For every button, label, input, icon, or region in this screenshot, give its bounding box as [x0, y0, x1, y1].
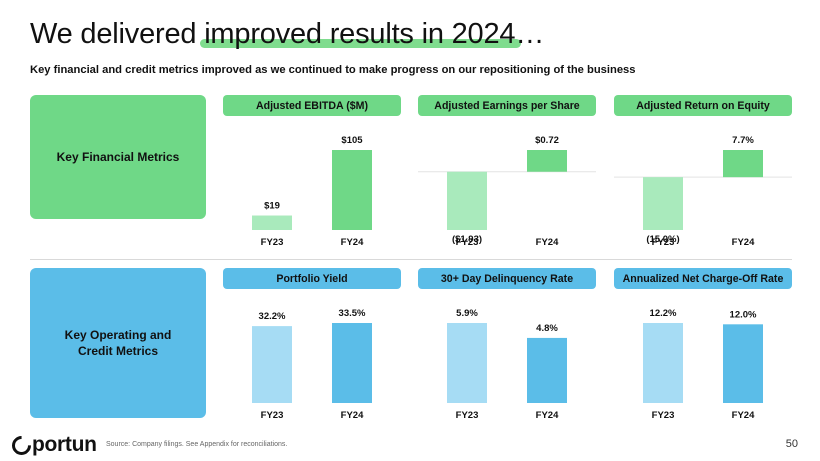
data-label: 5.9% [456, 308, 478, 319]
page-title: We delivered improved results in 2024… [30, 18, 544, 51]
x-tick-label: FY23 [456, 237, 479, 248]
chart-delinquency-rate: 30+ Day Delinquency Rate 5.9% FY23 4.8% FY2… [418, 268, 596, 428]
chart-title: Adjusted Earnings per Share [418, 95, 596, 116]
bar-fy24 [723, 324, 763, 403]
chart-canvas: 5.9% FY23 4.8% FY24 [447, 308, 567, 421]
data-label: ($1.93) [452, 234, 482, 245]
oportun-logo: portun [8, 431, 97, 459]
source-note: Source: Company filings. See Appendix fo… [106, 441, 288, 448]
title-highlight: improved results in 2024 [200, 18, 522, 50]
data-label: (15.0%) [646, 234, 679, 245]
chart-title: Adjusted Return on Equity [614, 95, 792, 116]
x-tick-label: FY24 [341, 410, 364, 421]
chart-portfolio-yield: Portfolio Yield 32.2% FY23 33.5% FY24 [223, 268, 401, 428]
x-tick-label: FY24 [732, 237, 755, 248]
chart-adjusted-roe: Adjusted Return on Equity (15.0%) FY23 7.7… [614, 95, 792, 255]
x-tick-label: FY23 [652, 237, 675, 248]
x-tick-label: FY24 [732, 410, 755, 421]
section-divider [30, 259, 792, 260]
bar-fy23 [252, 326, 292, 403]
bar-fy23 [643, 177, 683, 230]
bar-fy23 [643, 323, 683, 403]
bar-fy24 [527, 150, 567, 172]
chart-adjusted-ebitda: Adjusted EBITDA ($M) $19 FY23 $105 FY24 [223, 95, 401, 255]
bar-fy24 [527, 337, 567, 403]
data-label: 12.2% [650, 308, 677, 319]
x-tick-label: FY24 [341, 237, 364, 248]
x-tick-label: FY24 [536, 410, 559, 421]
x-tick-label: FY23 [261, 237, 284, 248]
title-prefix: We delivered [30, 18, 205, 50]
data-label: 4.8% [536, 323, 558, 334]
x-tick-label: FY23 [261, 410, 284, 421]
x-tick-label: FY23 [652, 410, 675, 421]
chart-canvas: $19 FY23 $105 FY24 [252, 135, 372, 248]
chart-net-charge-off-rate: Annualized Net Charge-Off Rate 12.2% FY23… [614, 268, 792, 428]
bar-fy24 [332, 150, 372, 230]
bar-fy24 [332, 323, 372, 403]
bar-fy24 [723, 150, 763, 178]
logo-o-icon [8, 431, 35, 459]
bar-fy23 [447, 171, 487, 230]
section-key-financial-metrics: Key Financial Metrics [30, 95, 206, 219]
data-label: $19 [264, 201, 280, 212]
chart-title: 30+ Day Delinquency Rate [418, 268, 596, 289]
bar-fy23 [252, 215, 292, 230]
section-key-operating-credit-metrics: Key Operating and Credit Metrics [30, 268, 206, 418]
chart-adjusted-eps: Adjusted Earnings per Share ($1.93) FY23 $… [418, 95, 596, 255]
data-label: $0.72 [535, 135, 559, 146]
chart-canvas: 32.2% FY23 33.5% FY24 [252, 308, 372, 421]
bar-fy23 [447, 323, 487, 403]
chart-title: Adjusted EBITDA ($M) [223, 95, 401, 116]
data-label: 7.7% [732, 135, 754, 146]
logo-text: portun [32, 433, 97, 456]
data-label: $105 [341, 135, 363, 146]
data-label: 33.5% [339, 308, 366, 319]
page-number: 50 [785, 438, 798, 450]
page-subtitle: Key financial and credit metrics improve… [30, 64, 636, 76]
data-label: 32.2% [259, 311, 286, 322]
title-suffix: … [515, 18, 545, 50]
x-tick-label: FY24 [536, 237, 559, 248]
chart-canvas: 12.2% FY23 12.0% FY24 [643, 308, 763, 421]
x-tick-label: FY23 [456, 410, 479, 421]
chart-canvas: (15.0%)FY23 7.7% FY24 [614, 135, 792, 248]
chart-canvas: ($1.93)FY23 $0.72 FY24 [418, 135, 596, 248]
data-label: 12.0% [730, 309, 757, 320]
title-highlight-text: improved results in 2024 [204, 18, 516, 50]
chart-title: Annualized Net Charge-Off Rate [614, 268, 792, 289]
chart-title: Portfolio Yield [223, 268, 401, 289]
